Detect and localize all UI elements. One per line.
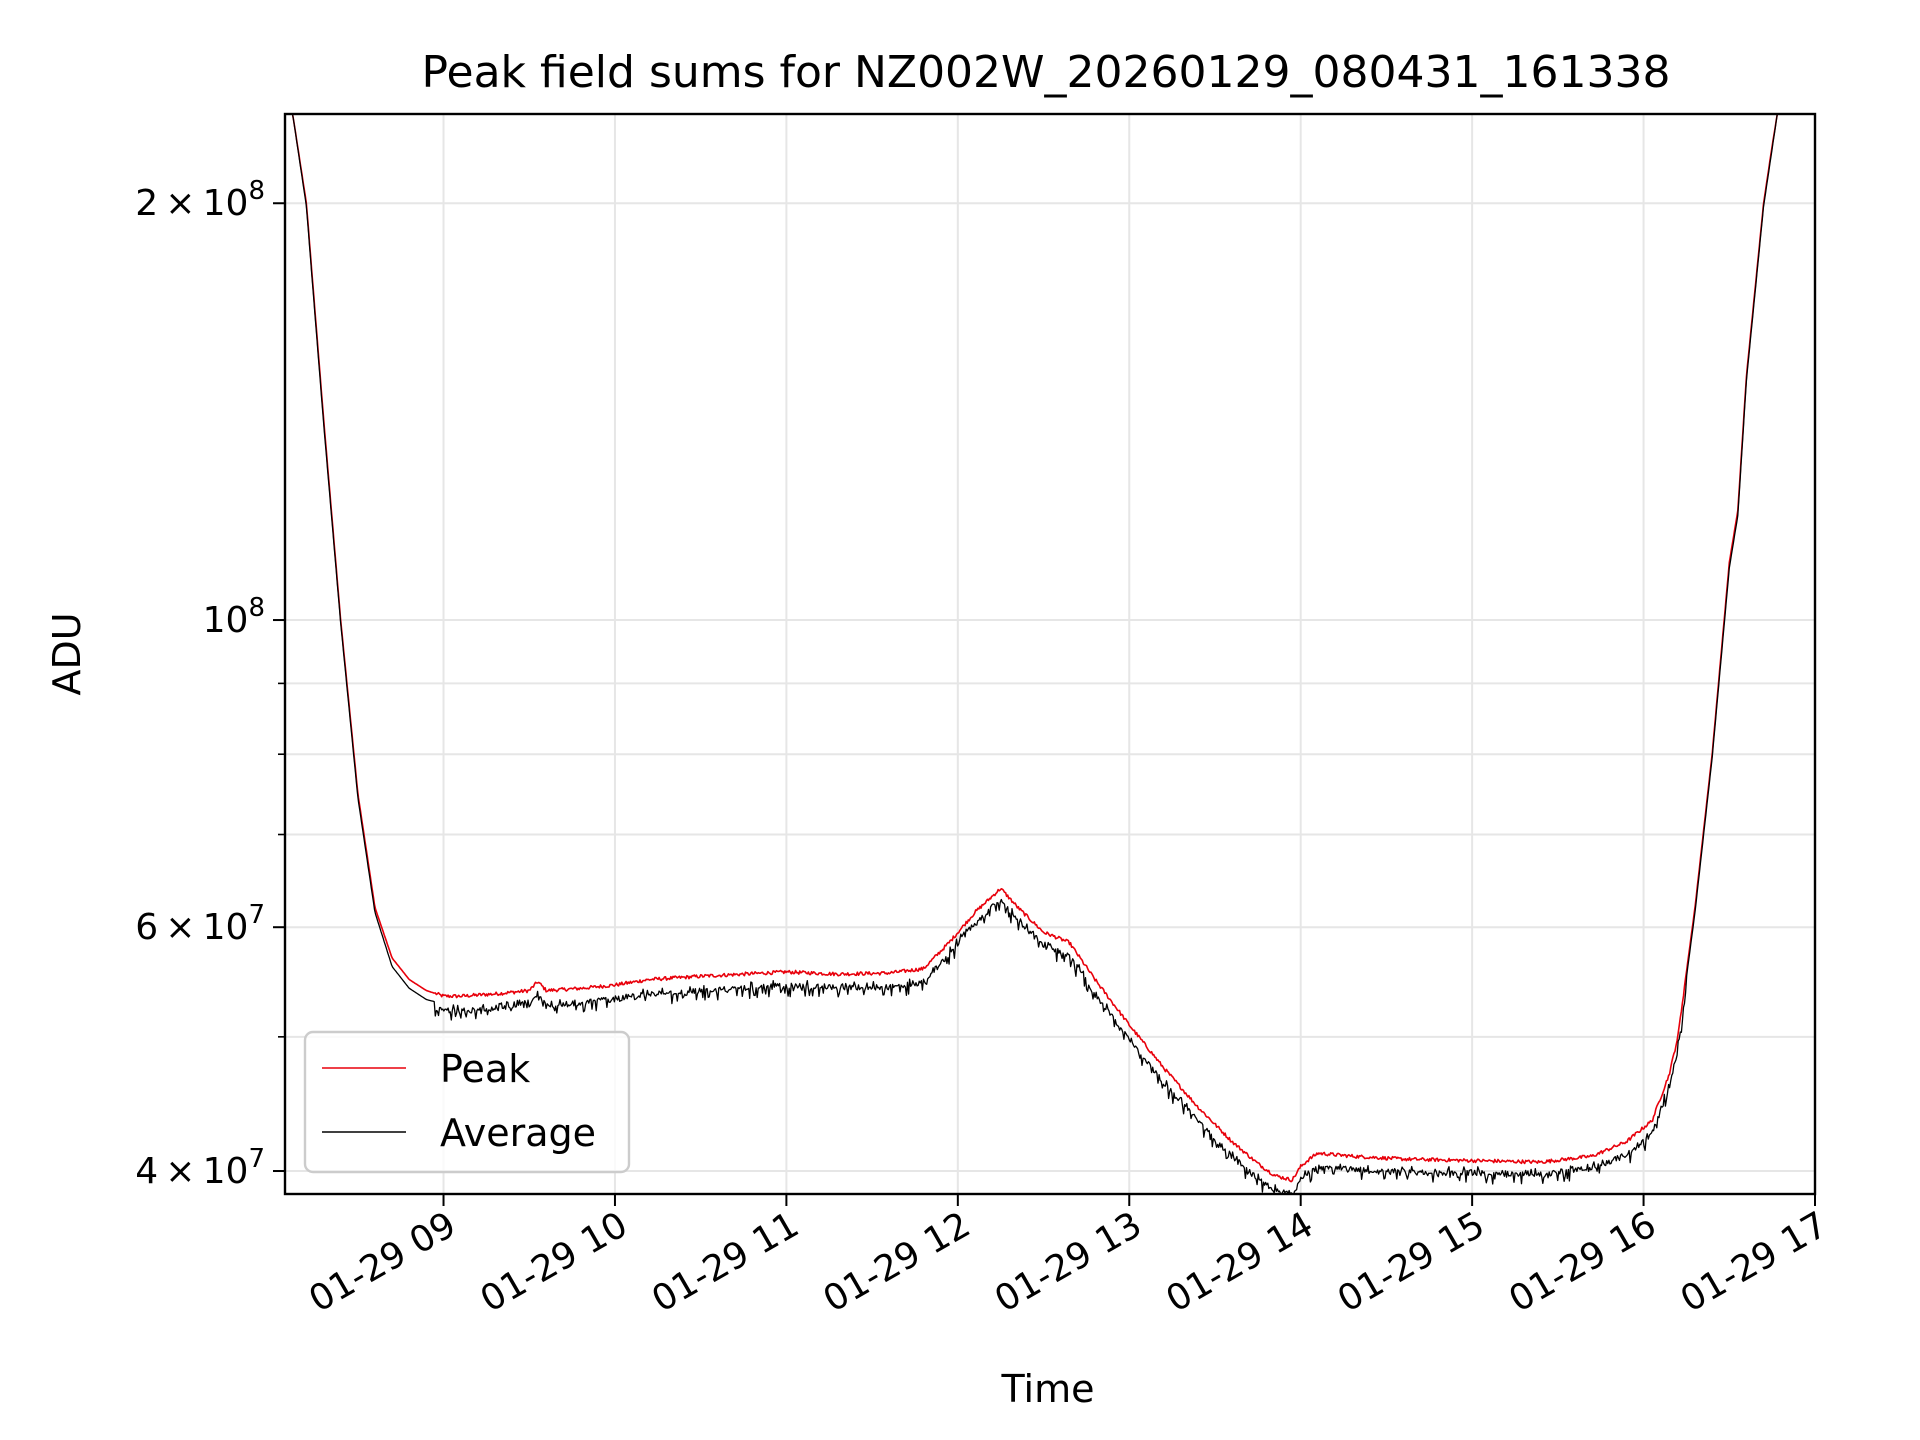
y-tick-label: 6 × 107	[135, 900, 265, 948]
y-tick-base: × 10	[158, 183, 248, 224]
y-tick-base: 10	[203, 600, 249, 641]
series-line-peak	[285, 114, 1779, 1183]
legend-label-peak: Peak	[440, 1047, 530, 1091]
y-tick-label: 2 × 108	[135, 176, 265, 224]
y-tick-mantissa: 2	[135, 183, 158, 224]
y-tick-label: 4 × 107	[135, 1144, 265, 1192]
y-tick-mantissa: 6	[135, 907, 158, 948]
x-axis-label: Time	[1001, 1367, 1095, 1411]
y-tick-label: 108	[203, 593, 265, 641]
y-tick-exponent: 8	[248, 176, 265, 206]
y-tick-base: × 10	[158, 907, 248, 948]
chart-title: Peak field sums for NZ002W_20260129_0804…	[422, 47, 1671, 98]
series-line-average	[285, 114, 1778, 1194]
y-tick-mantissa: 4	[135, 1151, 158, 1192]
y-tick-exponent: 8	[248, 593, 265, 623]
y-tick-exponent: 7	[248, 1144, 265, 1174]
y-axis-label: ADU	[45, 612, 89, 695]
legend: Peak Average	[303, 1030, 631, 1174]
plot-frame	[283, 112, 1817, 1196]
legend-box	[303, 1030, 631, 1174]
legend-label-average: Average	[440, 1111, 596, 1155]
y-tick-base: × 10	[158, 1151, 248, 1192]
series-layer	[285, 114, 1779, 1194]
y-tick-exponent: 7	[248, 900, 265, 930]
